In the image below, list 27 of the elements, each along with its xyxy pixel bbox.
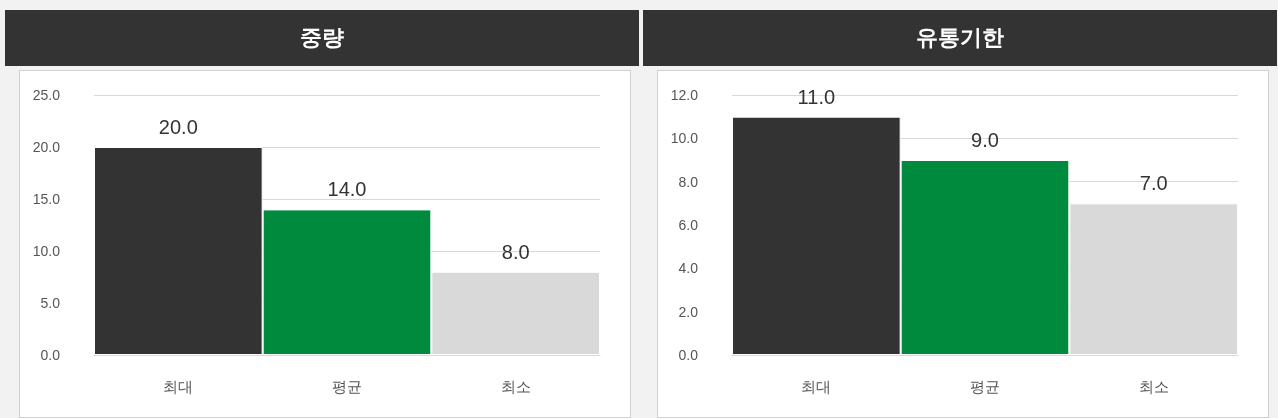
x-tick-label: 평균 [332,378,362,395]
data-label: 8.0 [501,240,530,263]
x-tick-label: 최대 [163,378,194,395]
x-tick-label: 최대 [801,378,832,395]
y-tick-label: 10.0 [670,130,699,147]
y-tick-label: 0.0 [40,347,61,363]
y-tick-label: 4.0 [678,260,699,277]
y-tick-label: 5.0 [40,295,61,311]
data-label: 7.0 [1139,172,1168,195]
x-tick-label: 최소 [500,378,531,395]
y-tick-label: 2.0 [678,303,699,320]
y-tick-label: 25.0 [32,87,61,103]
y-tick-label: 8.0 [678,173,699,190]
chart-title: 중량 [5,10,639,66]
y-tick-label: 10.0 [32,243,61,259]
data-label: 20.0 [158,116,198,138]
chart-title: 유통기한 [643,10,1277,66]
y-tick-label: 15.0 [32,191,61,207]
y-tick-label: 12.0 [670,87,699,103]
data-label: 14.0 [327,178,367,201]
x-tick-label: 최소 [1138,378,1169,395]
data-label: 11.0 [797,85,836,108]
x-tick-label: 평균 [970,378,1000,395]
data-label: 9.0 [971,129,999,151]
y-tick-label: 20.0 [32,139,61,155]
y-tick-label: 0.0 [678,347,699,363]
y-tick-label: 6.0 [678,217,699,233]
